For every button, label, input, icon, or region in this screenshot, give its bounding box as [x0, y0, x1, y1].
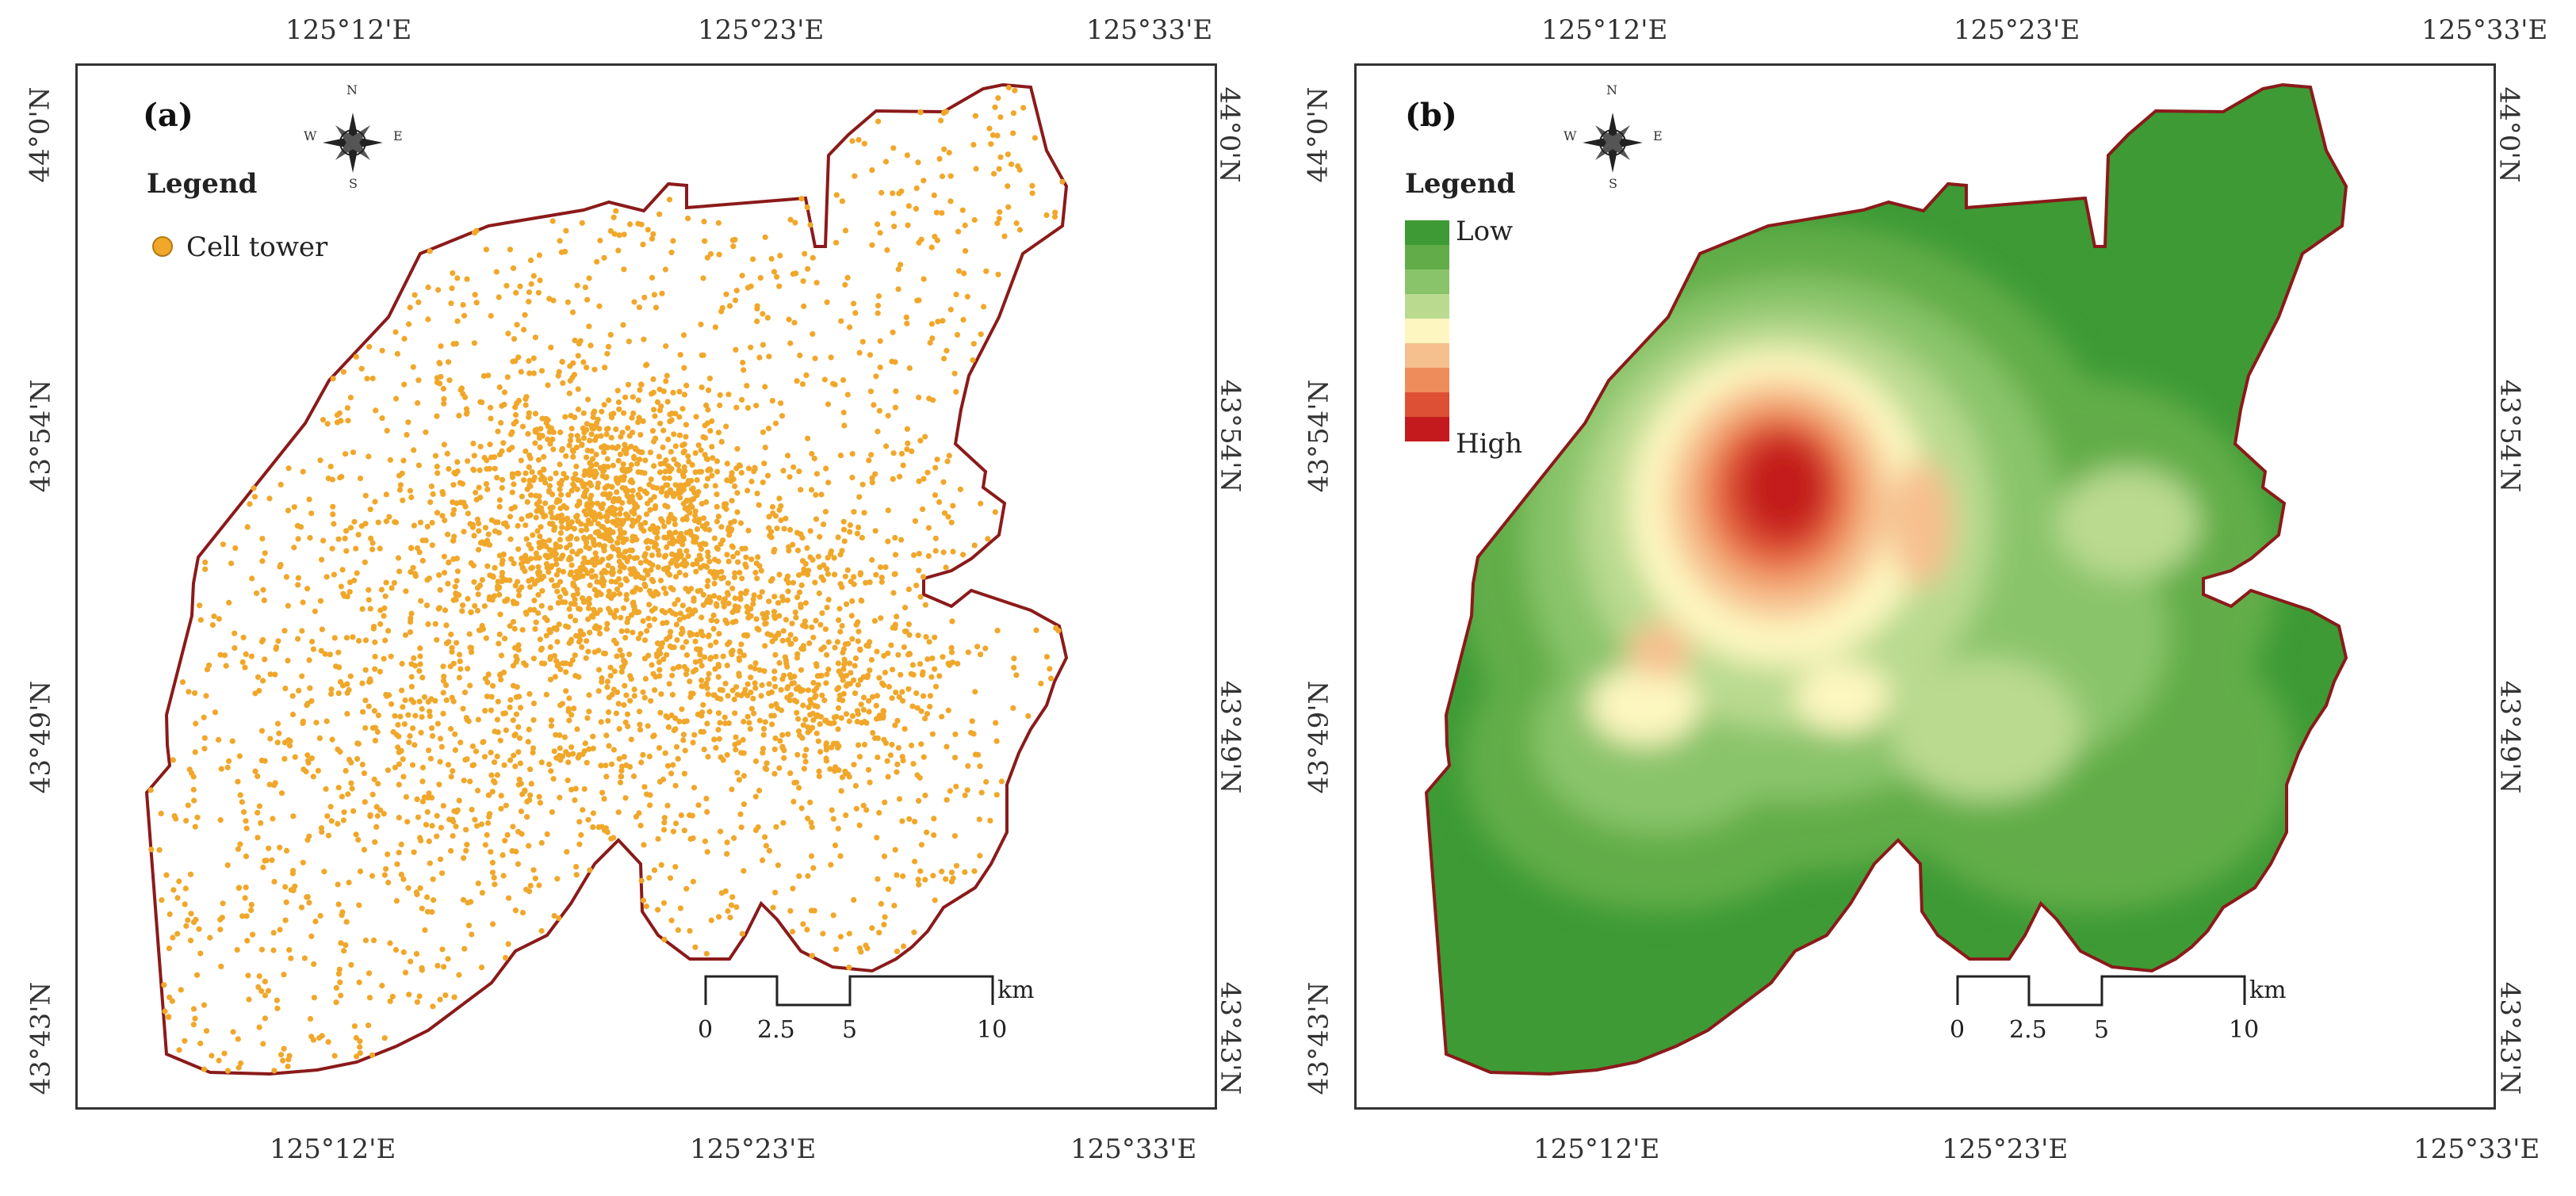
north-arrow-icon	[323, 113, 383, 173]
lon-tick-top-1: 125°12'E	[1541, 14, 1668, 46]
lon-tick-top-2: 125°23'E	[1954, 14, 2080, 46]
lon-tick-bottom-1: 125°12'E	[1533, 1133, 1660, 1165]
legend-ramp-swatch	[1405, 392, 1449, 417]
city-boundary-b	[1424, 82, 2348, 1076]
legend-low-label: Low	[1456, 216, 1514, 247]
map-frame-b	[1354, 63, 2496, 1110]
legend-swatch-cell-tower	[152, 236, 173, 257]
legend-high-label: High	[1456, 428, 1523, 460]
compass-s-label: S	[349, 176, 358, 191]
cell-tower-points	[147, 84, 1066, 1074]
legend-ramp-swatch	[1405, 343, 1449, 368]
compass-n-label: N	[1606, 82, 1617, 97]
lon-tick-bottom-2: 125°23'E	[690, 1133, 817, 1165]
legend-label-cell-tower: Cell tower	[186, 231, 328, 263]
compass-e-label: E	[1653, 128, 1663, 143]
lon-tick-top-3: 125°33'E	[1086, 14, 1213, 46]
scale-label-5: 5	[842, 1016, 858, 1044]
panel-b-density-map: N S W E (b) Legend Low High 125°12'E 125…	[1288, 0, 2575, 1196]
scale-label-10: 10	[977, 1016, 1008, 1044]
scale-label-0: 0	[698, 1016, 714, 1044]
scale-label-10: 10	[2229, 1016, 2260, 1044]
scale-unit: km	[997, 976, 1035, 1004]
lat-tick-right-4: 43°43'N	[2494, 981, 2526, 1095]
lat-tick-right-4: 43°43'N	[1214, 981, 1246, 1095]
scale-label-0: 0	[1950, 1016, 1965, 1044]
lon-tick-top-1: 125°12'E	[285, 14, 412, 46]
lat-tick-left-2: 43°54'N	[25, 379, 57, 493]
lon-tick-bottom-1: 125°12'E	[270, 1133, 396, 1165]
panel-tag-b: (b)	[1405, 97, 1457, 134]
lon-tick-top-3: 125°33'E	[2421, 14, 2548, 46]
compass-e-label: E	[393, 128, 403, 143]
panel-a-cell-tower-map: N S W E (a) Legend Cell tower 125°12'E 1…	[24, 14, 1246, 1165]
compass-n-label: N	[346, 82, 358, 97]
compass-w-label: W	[304, 128, 317, 143]
scale-bar-b	[1956, 975, 2246, 1007]
lon-tick-top-2: 125°23'E	[698, 14, 825, 46]
legend-ramp-swatch	[1405, 417, 1449, 441]
density-surface	[1426, 85, 2346, 1074]
lat-tick-left-3: 43°49'N	[25, 680, 57, 794]
legend-ramp-swatch	[1405, 269, 1449, 294]
lat-tick-left-4: 43°43'N	[1303, 981, 1335, 1095]
scale-unit: km	[2249, 976, 2287, 1004]
lat-tick-right-2: 43°54'N	[2494, 379, 2526, 493]
legend-ramp-swatch	[1405, 245, 1449, 269]
compass-s-label: S	[1609, 176, 1617, 191]
legend-ramp-swatch	[1405, 319, 1449, 343]
lat-tick-right-1: 44°0'N	[1213, 86, 1246, 183]
map-frame-a	[75, 63, 1217, 1110]
lon-tick-bottom-3: 125°33'E	[1070, 1133, 1197, 1165]
scale-label-2-5: 2.5	[757, 1016, 795, 1044]
lat-tick-left-3: 43°49'N	[1303, 680, 1335, 794]
lat-tick-left-4: 43°43'N	[25, 981, 57, 1095]
compass-w-label: W	[1564, 128, 1577, 143]
lon-tick-bottom-2: 125°23'E	[1942, 1133, 2069, 1165]
lat-tick-right-1: 44°0'N	[2493, 86, 2525, 183]
legend-ramp-swatch	[1405, 294, 1449, 319]
panel-tag-a: (a)	[143, 97, 193, 134]
lat-tick-left-1: 44°0'N	[1302, 86, 1334, 183]
scale-label-2-5: 2.5	[2009, 1016, 2047, 1044]
legend-color-ramp	[1405, 220, 1449, 441]
lat-tick-right-3: 43°49'N	[1214, 680, 1246, 794]
lon-tick-bottom-3: 125°33'E	[2413, 1133, 2540, 1165]
lat-tick-left-1: 44°0'N	[24, 86, 56, 183]
lat-tick-left-2: 43°54'N	[1303, 379, 1335, 493]
scale-bar-a	[704, 975, 994, 1007]
map-canvas-b	[1405, 82, 2348, 1076]
legend-ramp-swatch	[1405, 368, 1449, 392]
lat-tick-right-2: 43°54'N	[1214, 379, 1246, 493]
lat-tick-right-3: 43°49'N	[2494, 680, 2526, 794]
scale-label-5: 5	[2094, 1016, 2110, 1044]
north-arrow-icon	[1583, 113, 1643, 173]
map-canvas-a	[144, 82, 1069, 1076]
legend-ramp-swatch	[1405, 220, 1449, 245]
legend-title-a: Legend	[147, 168, 258, 200]
legend-title-b: Legend	[1405, 168, 1516, 200]
